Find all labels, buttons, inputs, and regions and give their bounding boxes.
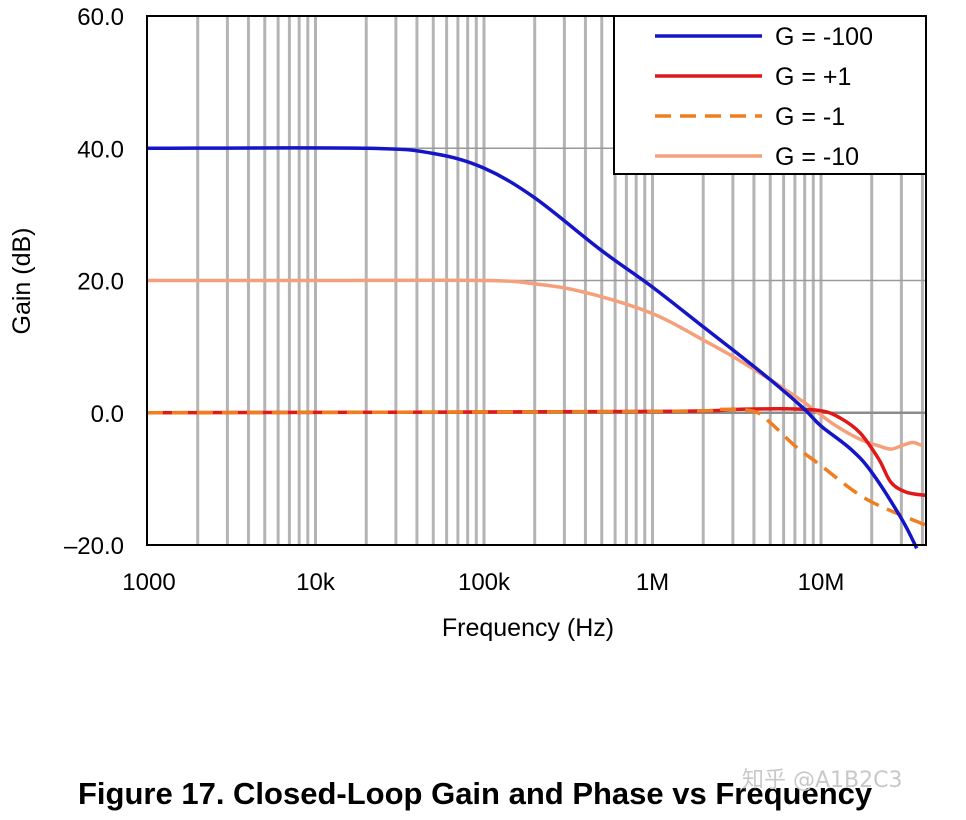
legend-label: G = -100	[775, 23, 873, 51]
y-tick-label: 20.0	[77, 269, 124, 296]
y-axis-label: Gain (dB)	[8, 228, 36, 335]
series-lines	[146, 146, 927, 550]
y-tick-label: 0.0	[91, 401, 124, 428]
legend-label: G = -1	[775, 103, 845, 131]
series-line-2	[146, 407, 927, 527]
series-line-0	[146, 146, 919, 550]
y-tick-label: 60.0	[77, 4, 124, 31]
y-tick-labels: –20.0 0.0 20.0 40.0 60.0	[64, 4, 124, 560]
plot-frame	[146, 15, 927, 546]
legend-box	[613, 15, 927, 175]
legend: G = -100 G = +1 G = -1 G = -10	[613, 15, 927, 175]
x-tick-label: 10k	[296, 569, 336, 596]
x-tick-label: 1M	[636, 569, 669, 596]
x-tick-label: 1000	[122, 569, 175, 596]
watermark-text: 知乎 @A1B2C3	[742, 768, 903, 793]
y-tick-label: –20.0	[64, 533, 124, 560]
x-axis-label: Frequency (Hz)	[442, 614, 614, 642]
y-tick-label: 40.0	[77, 136, 124, 163]
series-line-3	[147, 278, 924, 451]
figure-caption: Figure 17. Closed-Loop Gain and Phase vs…	[78, 776, 873, 811]
gain-vs-frequency-chart: –20.0 0.0 20.0 40.0 60.0 1000 10k 100k 1M 10M Fr…	[8, 4, 927, 642]
legend-label: G = -10	[775, 143, 859, 171]
x-tick-label: 10M	[798, 569, 845, 596]
x-tick-label: 100k	[458, 569, 511, 596]
x-tick-labels: 1000 10k 100k 1M 10M	[122, 569, 844, 596]
legend-label: G = +1	[775, 63, 851, 91]
